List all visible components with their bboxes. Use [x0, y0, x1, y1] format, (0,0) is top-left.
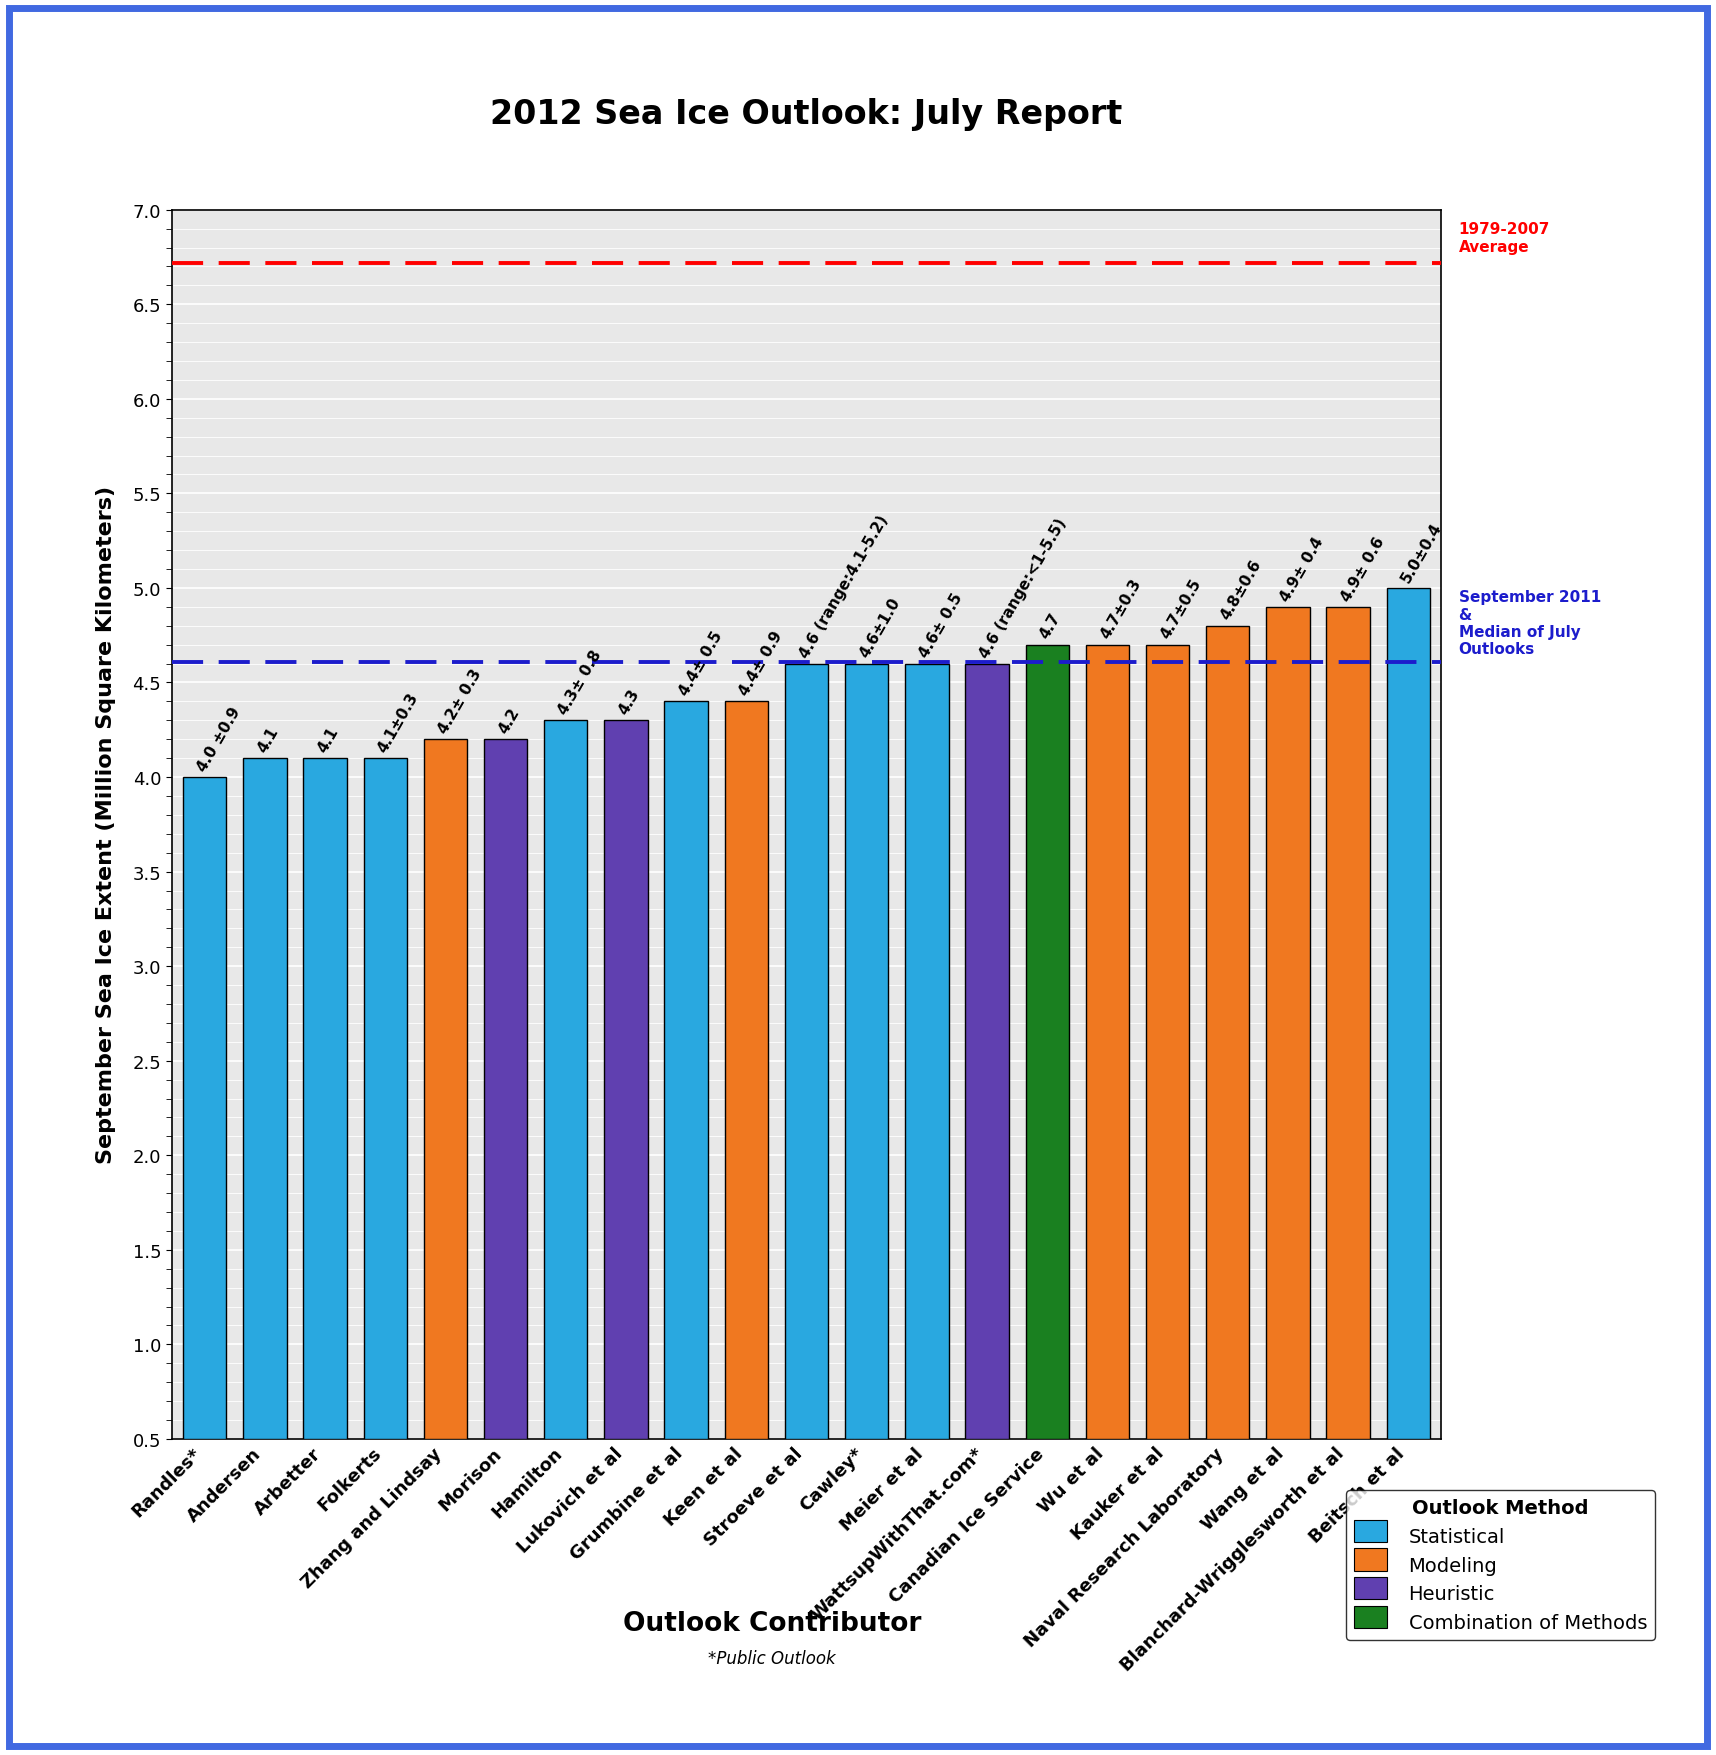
- Text: 4.2± 0.3: 4.2± 0.3: [436, 667, 484, 735]
- Text: 4.1: 4.1: [316, 725, 341, 755]
- Text: 4.7±0.5: 4.7±0.5: [1158, 576, 1205, 642]
- Text: 4.6±1.0: 4.6±1.0: [856, 595, 903, 660]
- Bar: [906, 663, 949, 1439]
- Text: Outlook Contributor: Outlook Contributor: [623, 1611, 921, 1636]
- Text: 4.9± 0.6: 4.9± 0.6: [1338, 534, 1387, 604]
- Bar: [724, 702, 769, 1439]
- Bar: [424, 741, 467, 1439]
- Bar: [1206, 627, 1249, 1439]
- Text: 1979-2007
Average: 1979-2007 Average: [1459, 223, 1550, 254]
- Text: 4.7: 4.7: [1036, 611, 1064, 642]
- Text: September 2011
&
Median of July
Outlooks: September 2011 & Median of July Outlooks: [1459, 590, 1601, 656]
- Bar: [1146, 646, 1189, 1439]
- Y-axis label: September Sea Ice Extent (Million Square Kilometers): September Sea Ice Extent (Million Square…: [96, 486, 115, 1164]
- Text: 4.4± 0.5: 4.4± 0.5: [676, 628, 726, 698]
- Bar: [304, 758, 347, 1439]
- Bar: [1266, 607, 1309, 1439]
- Text: 4.8±0.6: 4.8±0.6: [1218, 558, 1265, 623]
- Bar: [244, 758, 287, 1439]
- Text: 4.6 (range:<1-5.5): 4.6 (range:<1-5.5): [976, 516, 1069, 660]
- Text: 4.6± 0.5: 4.6± 0.5: [916, 591, 966, 660]
- Text: 2012 Sea Ice Outlook: July Report: 2012 Sea Ice Outlook: July Report: [491, 98, 1122, 130]
- Bar: [544, 721, 587, 1439]
- Text: 4.1: 4.1: [256, 725, 281, 755]
- Text: 4.0 ±0.9: 4.0 ±0.9: [194, 704, 244, 774]
- Bar: [1326, 607, 1369, 1439]
- Bar: [1387, 588, 1429, 1439]
- Text: 4.2: 4.2: [496, 706, 522, 735]
- Text: 4.4± 0.9: 4.4± 0.9: [736, 628, 786, 698]
- Bar: [966, 663, 1009, 1439]
- Bar: [1026, 646, 1069, 1439]
- Bar: [784, 663, 829, 1439]
- Text: 4.3± 0.8: 4.3± 0.8: [556, 648, 604, 718]
- Text: 4.1±0.3: 4.1±0.3: [376, 690, 422, 755]
- Bar: [844, 663, 889, 1439]
- Bar: [484, 741, 527, 1439]
- Text: 4.9± 0.4: 4.9± 0.4: [1278, 534, 1326, 604]
- Text: 5.0±0.4: 5.0±0.4: [1399, 519, 1445, 584]
- Text: 4.6 (range:4.1-5.2): 4.6 (range:4.1-5.2): [796, 512, 891, 660]
- Legend: Statistical, Modeling, Heuristic, Combination of Methods: Statistical, Modeling, Heuristic, Combin…: [1347, 1490, 1654, 1639]
- Bar: [364, 758, 407, 1439]
- Text: *Public Outlook: *Public Outlook: [709, 1650, 836, 1667]
- Bar: [604, 721, 647, 1439]
- Text: 4.7±0.3: 4.7±0.3: [1098, 576, 1143, 642]
- Bar: [184, 777, 227, 1439]
- Bar: [664, 702, 707, 1439]
- Bar: [1086, 646, 1129, 1439]
- Text: 4.3: 4.3: [616, 686, 642, 718]
